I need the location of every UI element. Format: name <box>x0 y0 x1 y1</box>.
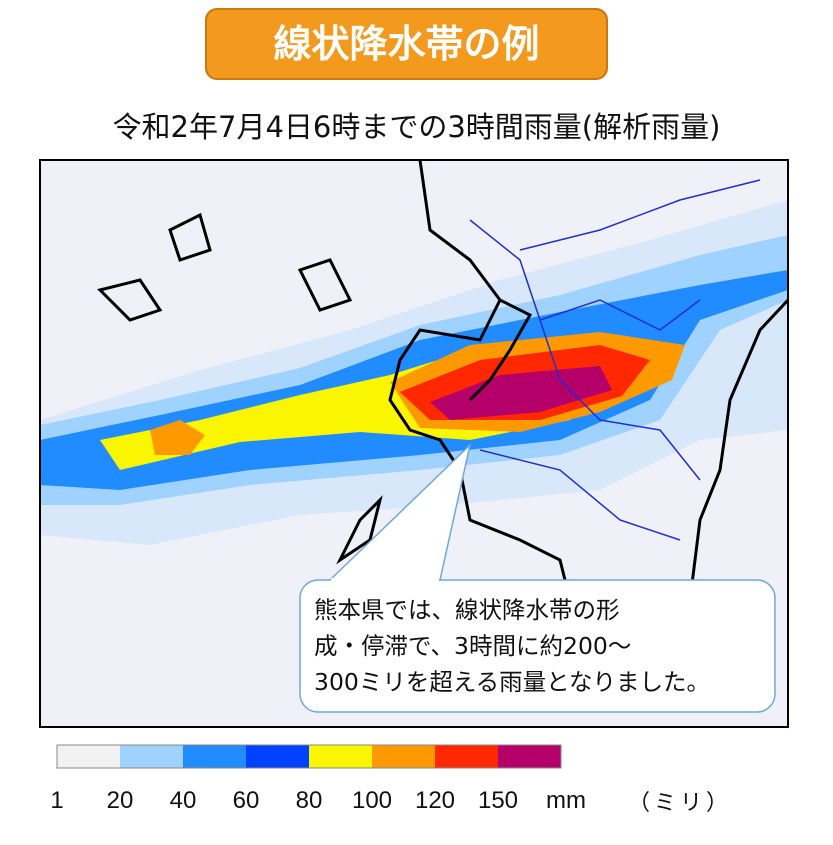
legend-swatch <box>57 745 120 768</box>
legend-label: 20 <box>107 787 134 814</box>
callout-line: 300ミリを超える雨量となりました。 <box>314 668 710 696</box>
legend-label: 40 <box>170 787 197 814</box>
legend-label: 80 <box>296 787 323 814</box>
callout-join <box>331 578 439 582</box>
legend-label: 100 <box>352 787 392 814</box>
subtitle: 令和2年7月4日6時までの3時間雨量(解析雨量) <box>112 110 721 144</box>
callout: 熊本県では、線状降水帯の形 成・停滞で、3時間に約200～ 300ミリを超える雨量と… <box>300 580 775 712</box>
legend-label: 60 <box>233 787 260 814</box>
callout-box <box>299 579 776 713</box>
legend-unit-note: （ミリ） <box>628 791 732 816</box>
legend-swatch <box>498 745 561 768</box>
legend: 1 20 40 60 80 100 120 150 mm （ミリ） <box>50 744 732 816</box>
legend-label: 1 <box>50 787 63 814</box>
legend-unit: mm <box>546 787 586 814</box>
legend-label: 120 <box>415 787 455 814</box>
title: 線状降水帯の例 <box>205 8 608 80</box>
legend-swatch <box>183 745 246 768</box>
legend-swatch <box>372 745 435 768</box>
legend-swatch <box>435 745 498 768</box>
legend-swatch <box>120 745 183 768</box>
map-frame <box>39 159 789 728</box>
callout-line: 成・停滞で、3時間に約200～ <box>314 632 632 660</box>
legend-frame <box>56 744 562 769</box>
legend-label: 150 <box>478 787 518 814</box>
legend-swatch <box>246 745 309 768</box>
rain-area <box>430 366 612 420</box>
callout-line: 熊本県では、線状降水帯の形 <box>314 596 620 624</box>
rain-area <box>150 420 205 455</box>
prefecture-borders <box>469 179 761 541</box>
legend-swatch <box>309 745 372 768</box>
